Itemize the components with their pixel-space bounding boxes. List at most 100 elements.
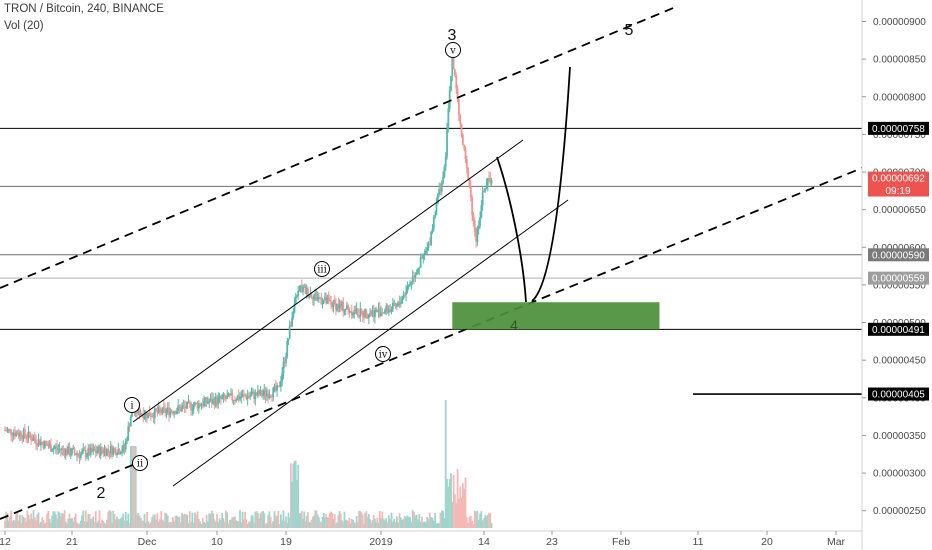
volume-bar-327 bbox=[415, 514, 418, 528]
candle-body-244 bbox=[311, 297, 314, 300]
volume-bar-332 bbox=[422, 522, 425, 528]
volume-bar-264 bbox=[336, 522, 339, 528]
wave-circle-3 bbox=[375, 346, 391, 362]
candle-body-128 bbox=[164, 408, 167, 413]
volume-bar-125 bbox=[160, 511, 163, 528]
candle-body-15 bbox=[22, 429, 25, 440]
volume-bar-104 bbox=[133, 446, 136, 528]
y-tick-label-1: 0.00000850 bbox=[873, 55, 926, 66]
volume-bar-55 bbox=[72, 521, 75, 528]
volume-bar-254 bbox=[324, 517, 326, 528]
volume-bar-306 bbox=[388, 515, 390, 528]
candle-body-195 bbox=[250, 393, 253, 396]
volume-bar-126 bbox=[161, 519, 164, 528]
candle-body-24 bbox=[33, 437, 36, 440]
volume-bar-111 bbox=[142, 520, 145, 528]
candle-body-342 bbox=[435, 203, 438, 215]
volume-bar-121 bbox=[155, 519, 157, 528]
volume-bar-24 bbox=[33, 517, 36, 528]
candle-body-383 bbox=[489, 178, 492, 184]
candle-body-76 bbox=[98, 447, 101, 456]
volume-label: Vol (20) bbox=[4, 20, 44, 32]
candle-body-92 bbox=[118, 449, 121, 454]
volume-bar-118 bbox=[151, 517, 154, 528]
volume-bar-16 bbox=[23, 517, 26, 528]
countdown-tag-bg bbox=[868, 184, 929, 197]
candle-body-28 bbox=[38, 439, 41, 446]
volume-bar-303 bbox=[384, 520, 386, 528]
volume-bar-278 bbox=[353, 522, 356, 528]
candle-body-259 bbox=[330, 301, 332, 305]
candle-body-143 bbox=[183, 405, 186, 407]
y-tick-label-5: 0.00000650 bbox=[873, 205, 926, 216]
volume-bar-325 bbox=[413, 511, 415, 528]
volume-bar-228 bbox=[292, 463, 295, 528]
volume-bar-244 bbox=[311, 516, 314, 528]
volume-bar-376 bbox=[480, 511, 483, 528]
candle-body-132 bbox=[169, 410, 172, 416]
candle-body-123 bbox=[157, 407, 160, 413]
candle-body-57 bbox=[74, 453, 77, 456]
volume-bar-225 bbox=[288, 517, 291, 528]
volume-bar-350 bbox=[446, 478, 448, 528]
candle-body-49 bbox=[64, 449, 67, 456]
volume-bar-176 bbox=[226, 512, 229, 528]
volume-bar-85 bbox=[109, 511, 112, 528]
candle-body-99 bbox=[127, 426, 130, 440]
volume-bar-231 bbox=[296, 480, 298, 528]
volume-bar-198 bbox=[254, 511, 257, 528]
volume-bar-233 bbox=[298, 513, 301, 528]
candle-body-382 bbox=[488, 177, 490, 179]
volume-bar-188 bbox=[241, 511, 244, 528]
candle-body-38 bbox=[51, 450, 54, 452]
volume-bar-17 bbox=[25, 522, 27, 528]
level-tag-4-text: 0.00000491 bbox=[872, 325, 925, 336]
candle-body-225 bbox=[288, 325, 291, 339]
volume-bar-277 bbox=[352, 519, 354, 528]
volume-bar-28 bbox=[38, 523, 41, 528]
candle-body-370 bbox=[472, 214, 475, 221]
volume-bar-201 bbox=[258, 518, 261, 528]
candle-body-48 bbox=[63, 450, 66, 456]
candle-body-153 bbox=[196, 402, 199, 409]
candle-body-84 bbox=[108, 450, 111, 454]
volume-bar-37 bbox=[50, 523, 52, 528]
volume-bar-157 bbox=[201, 518, 204, 528]
candle-body-120 bbox=[153, 408, 156, 419]
candle-body-87 bbox=[112, 448, 115, 455]
candle-body-23 bbox=[32, 437, 35, 441]
volume-bar-166 bbox=[213, 519, 216, 528]
candle-body-4 bbox=[9, 429, 11, 431]
volume-bar-340 bbox=[432, 520, 435, 528]
candle-body-166 bbox=[213, 399, 216, 406]
candle-body-357 bbox=[455, 75, 458, 89]
volume-bar-230 bbox=[294, 460, 297, 528]
volume-bar-295 bbox=[374, 518, 376, 528]
volume-bar-54 bbox=[71, 518, 73, 528]
volume-bar-357 bbox=[455, 503, 458, 528]
candle-body-260 bbox=[331, 304, 334, 308]
candle-body-337 bbox=[428, 244, 431, 246]
volume-bar-208 bbox=[267, 515, 270, 528]
candle-body-356 bbox=[454, 69, 456, 76]
candle-body-80 bbox=[103, 449, 106, 454]
candle-body-71 bbox=[92, 448, 95, 452]
candle-body-279 bbox=[354, 310, 357, 314]
candle-body-371 bbox=[473, 220, 476, 233]
volume-bar-209 bbox=[268, 511, 271, 528]
volume-bar-227 bbox=[291, 481, 293, 528]
candle-body-61 bbox=[79, 453, 82, 459]
volume-bar-222 bbox=[285, 516, 287, 528]
volume-bar-362 bbox=[461, 483, 464, 528]
candle-body-288 bbox=[365, 309, 368, 318]
candle-body-266 bbox=[338, 303, 341, 309]
candle-body-36 bbox=[48, 444, 51, 447]
volume-bar-51 bbox=[67, 518, 70, 528]
x-tick-label-2: Dec bbox=[138, 536, 157, 548]
y-tick-label-11: 0.00000350 bbox=[873, 431, 926, 442]
candle-body-267 bbox=[339, 303, 342, 307]
volume-bar-76 bbox=[98, 510, 101, 528]
